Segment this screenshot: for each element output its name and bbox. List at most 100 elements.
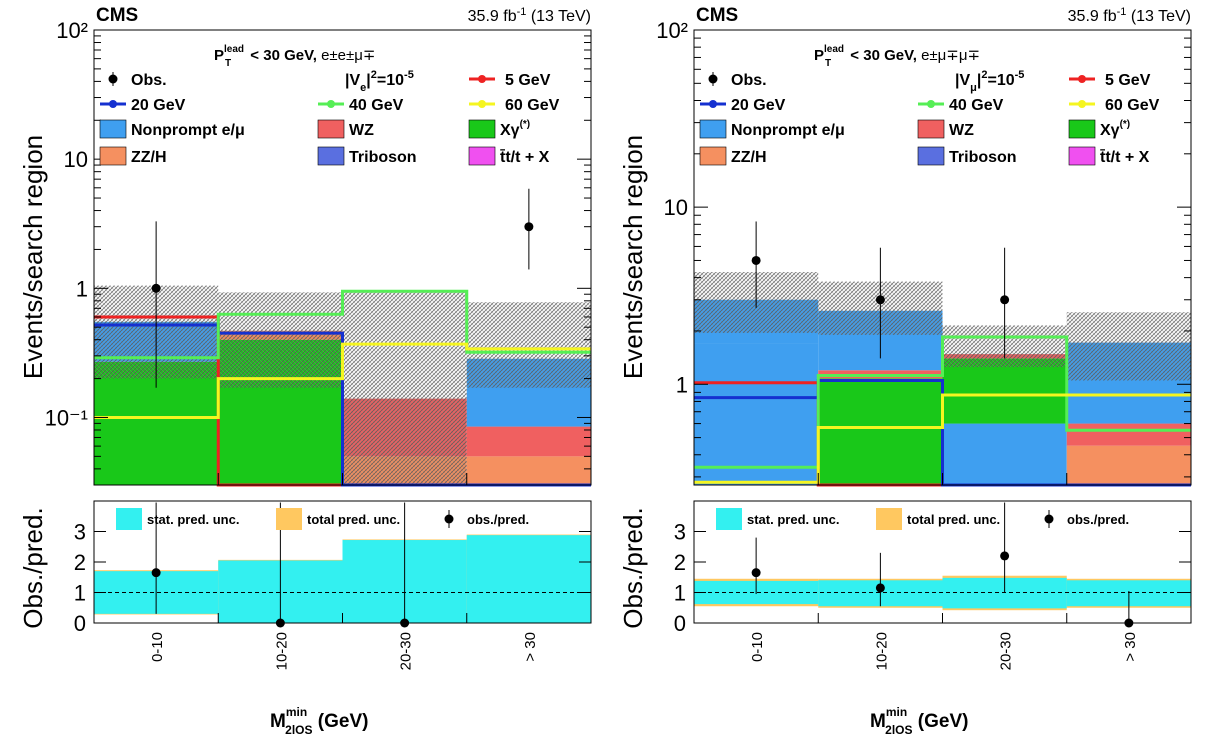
ratio-legend: stat. pred. unc. total pred. unc. obs./p…	[716, 508, 1129, 530]
x-category-label: 10-20	[873, 632, 890, 670]
coupling-label: |Ve|2=10-5	[345, 69, 414, 94]
ratio-axis-title: Obs./pred.	[618, 507, 648, 628]
legend-ttx-swatch	[1068, 146, 1096, 166]
ratio-legend-stat-label: stat. pred. unc.	[147, 512, 239, 527]
legend-zzh-label: ZZ/H	[731, 149, 767, 166]
legend-5gev-marker	[478, 75, 486, 83]
y-tick-label: 10	[664, 195, 688, 220]
x-category-label: > 30	[522, 632, 539, 662]
obs-point	[1000, 295, 1010, 305]
legend-zzh-label: ZZ/H	[131, 149, 167, 166]
cms-label: CMS	[96, 5, 138, 26]
legend-20gev-label: 20 GeV	[731, 97, 786, 114]
legend-nonprompt-label: Nonprompt e/μ	[131, 122, 245, 139]
legend-wz-label: WZ	[349, 122, 374, 139]
ratio-legend-stat-swatch	[116, 508, 142, 530]
ratio-y-tick-label: 0	[674, 611, 686, 636]
x-category-label: 0-10	[149, 632, 166, 662]
ratio-y-tick-label: 2	[674, 550, 686, 575]
ratio-plot-frame	[93, 500, 592, 624]
y-tick-label: 10⁻¹	[45, 405, 88, 430]
ratio-point	[151, 568, 161, 578]
selection-label: Plead T < 30 GeV, e±μ∓μ∓	[814, 44, 980, 69]
lumi-label: 35.9 fb-1 (13 TeV)	[468, 6, 591, 25]
legend-60gev-marker	[478, 100, 486, 108]
uncertainty-band	[342, 292, 467, 485]
legend-triboson-swatch	[917, 146, 945, 166]
ratio-legend-stat-swatch	[716, 508, 742, 530]
legend-zzh-swatch	[699, 146, 727, 166]
legend-5gev-label: 5 GeV	[1105, 72, 1151, 89]
lumi-label: 35.9 fb-1 (13 TeV)	[1068, 6, 1191, 25]
y-tick-label: 1	[676, 372, 688, 397]
ratio-legend-total-label: total pred. unc.	[307, 512, 400, 527]
ratio-legend-total-swatch	[876, 508, 902, 530]
ratio-legend-total-label: total pred. unc.	[907, 512, 1000, 527]
y-axis-ticks: 10⁻¹ 1 10 10²	[45, 18, 591, 486]
legend-triboson-label: Triboson	[349, 149, 417, 166]
stack-bar-zzh	[466, 456, 591, 485]
ratio-y-tick-label: 1	[674, 581, 686, 606]
y-axis-title: Events/search region	[18, 135, 48, 379]
legend-nonprompt-label: Nonprompt e/μ	[731, 122, 845, 139]
ratio-plot: 0 1 2 3 0-10 10-20 20-30 > 30	[74, 502, 591, 670]
stack-bar-nonprompt	[942, 423, 1067, 485]
ratio-legend: stat. pred. unc. total pred. unc. obs./p…	[116, 508, 529, 530]
ratio-legend-total-swatch	[276, 508, 302, 530]
y-axis-title: Events/search region	[618, 135, 648, 379]
legend-wz-swatch	[917, 119, 945, 139]
stack-bar-xgamma	[942, 358, 1067, 424]
x-axis-title: Mmin 2lOS (GeV)	[870, 705, 968, 737]
stack-bar-wz	[466, 426, 591, 457]
cms-label: CMS	[696, 5, 738, 26]
legend-nonprompt-swatch	[699, 119, 727, 139]
x-category-label: 0-10	[749, 632, 766, 662]
legend-5gev-label: 5 GeV	[505, 72, 551, 89]
legend-triboson-label: Triboson	[949, 149, 1017, 166]
legend-20gev-marker	[109, 100, 117, 108]
coupling-label: |Vμ|2=10-5	[955, 69, 1024, 94]
ratio-stat-band	[466, 535, 591, 623]
x-category-label: 10-20	[273, 632, 290, 670]
legend-ttx-swatch	[468, 146, 496, 166]
ratio-y-tick-label: 3	[674, 520, 686, 545]
stack-bar-xgamma	[818, 378, 943, 485]
ratio-y-tick-label: 0	[74, 611, 86, 636]
main-plot: 10⁻¹ 1 10 10²	[45, 18, 591, 487]
legend-20gev-label: 20 GeV	[131, 97, 186, 114]
x-category-label: > 30	[1122, 632, 1139, 662]
uncertainty-band	[1066, 312, 1191, 381]
legend-20gev-marker	[709, 100, 717, 108]
legend: Obs. |Ve|2=10-5 5 GeV 20 GeV 40 GeV 60 G…	[99, 69, 560, 166]
uncertainty-band	[466, 302, 591, 388]
legend-40gev-label: 40 GeV	[949, 97, 1004, 114]
ratio-plot-frame	[693, 500, 1192, 624]
signal-line-sig60	[94, 342, 591, 419]
main-plot-frame	[93, 29, 592, 486]
ratio-y-tick-label: 1	[74, 581, 86, 606]
legend-triboson-swatch	[317, 146, 345, 166]
obs-point	[751, 255, 761, 265]
legend-wz-label: WZ	[949, 122, 974, 139]
legend-obs-label: Obs.	[731, 72, 767, 89]
obs-point	[524, 222, 534, 232]
stack-bar-zzh	[1066, 445, 1191, 485]
y-tick-label: 10²	[56, 18, 88, 43]
legend-5gev-marker	[1078, 75, 1086, 83]
obs-point	[875, 295, 885, 305]
ratio-legend-obs-label: obs./pred.	[467, 512, 529, 527]
y-tick-label: 10²	[656, 18, 688, 43]
ratio-legend-stat-label: stat. pred. unc.	[747, 512, 839, 527]
legend-40gev-marker	[927, 100, 935, 108]
x-category-label: 20-30	[998, 632, 1015, 670]
uncertainty-band	[218, 292, 343, 388]
ratio-y-tick-label: 2	[74, 550, 86, 575]
ratio-y-tick-label: 3	[74, 520, 86, 545]
legend-ttx-label: t̄t/t + X	[1100, 148, 1150, 166]
ratio-point	[1000, 551, 1010, 561]
ratio-plot: 0 1 2 3 0-10 10-20 20-30 > 30	[674, 502, 1191, 670]
y-tick-label: 10	[64, 147, 88, 172]
signal-line-sig40	[94, 289, 591, 360]
